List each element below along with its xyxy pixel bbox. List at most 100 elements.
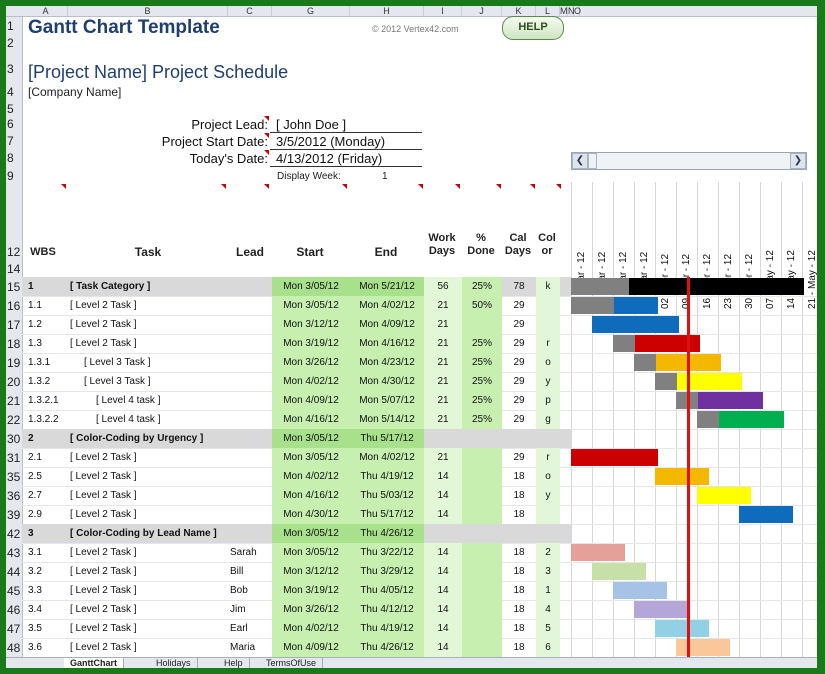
- task-bar[interactable]: [592, 316, 679, 333]
- row-header[interactable]: 14: [7, 262, 21, 276]
- table-row[interactable]: 3.3 [ Level 2 Task ] Bob Mon 3/19/12 Thu 4/0…: [22, 581, 817, 600]
- end-cell[interactable]: Mon 4/02/12: [350, 448, 424, 467]
- table-row[interactable]: 3 [ Color-Coding by Lead Name ] Mon 3/05/1…: [22, 524, 817, 543]
- color-cell[interactable]: [536, 505, 560, 524]
- cal-days-cell[interactable]: 18: [513, 509, 525, 520]
- task-cell[interactable]: [ Level 2 Task ]: [70, 547, 137, 558]
- pct-done-cell[interactable]: 25%: [462, 391, 502, 410]
- end-cell[interactable]: Thu 4/12/12: [350, 600, 424, 619]
- column-header[interactable]: C: [228, 6, 272, 16]
- cal-days-cell[interactable]: 29: [513, 414, 525, 425]
- cal-days-cell[interactable]: [502, 524, 536, 543]
- task-cell[interactable]: [ Level 2 Task ]: [70, 604, 137, 615]
- work-days-cell[interactable]: 14: [424, 467, 462, 486]
- task-bar[interactable]: [697, 392, 763, 409]
- task-bar[interactable]: [629, 278, 805, 295]
- pct-done-cell[interactable]: [462, 467, 502, 486]
- cal-days-cell[interactable]: 18: [513, 604, 525, 615]
- column-header[interactable]: G: [272, 6, 350, 16]
- color-cell[interactable]: r: [536, 334, 560, 353]
- end-cell[interactable]: Thu 3/29/12: [350, 562, 424, 581]
- wbs-cell[interactable]: 2.5: [28, 471, 42, 482]
- end-cell[interactable]: Mon 4/09/12: [350, 315, 424, 334]
- table-row[interactable]: 1.1 [ Level 2 Task ] Mon 3/05/12 Mon 4/02/1…: [22, 296, 817, 315]
- task-cell[interactable]: [ Level 2 Task ]: [70, 566, 137, 577]
- task-bar[interactable]: [655, 620, 709, 637]
- project-start-value[interactable]: 3/5/2012 (Monday): [270, 134, 422, 150]
- wbs-cell[interactable]: 1.3.2.2: [28, 414, 59, 425]
- task-bar[interactable]: [676, 639, 730, 656]
- sheet-tab[interactable]: Holidays: [150, 658, 198, 668]
- cal-days-cell[interactable]: 18: [513, 490, 525, 501]
- work-days-cell[interactable]: 14: [424, 638, 462, 657]
- cal-days-cell[interactable]: 29: [513, 338, 525, 349]
- task-bar[interactable]: [655, 468, 709, 485]
- cal-days-cell[interactable]: 29: [513, 452, 525, 463]
- end-cell[interactable]: Thu 4/26/12: [350, 524, 424, 543]
- cal-days-cell[interactable]: 29: [513, 357, 525, 368]
- lead-cell[interactable]: [230, 334, 276, 353]
- cal-days-cell[interactable]: 18: [513, 471, 525, 482]
- wbs-cell[interactable]: 1: [28, 281, 34, 292]
- task-bar[interactable]: [634, 601, 688, 618]
- todays-date-value[interactable]: 4/13/2012 (Friday): [270, 151, 422, 167]
- color-cell[interactable]: o: [536, 353, 560, 372]
- task-bar[interactable]: [614, 297, 658, 314]
- color-cell[interactable]: 5: [536, 619, 560, 638]
- start-cell[interactable]: Mon 3/05/12: [272, 429, 350, 448]
- wbs-cell[interactable]: 3.6: [28, 642, 42, 653]
- task-cell[interactable]: [ Color-Coding by Lead Name ]: [70, 528, 217, 539]
- task-bar[interactable]: [571, 449, 658, 466]
- table-row[interactable]: 1.3.2.2 [ Level 4 task ] Mon 4/16/12 Mon 5/…: [22, 410, 817, 429]
- row-header[interactable]: 5: [7, 102, 14, 116]
- row-header[interactable]: 18: [7, 337, 21, 351]
- pct-done-cell[interactable]: 50%: [462, 296, 502, 315]
- color-cell[interactable]: [536, 429, 560, 448]
- row-header[interactable]: 12: [7, 245, 21, 259]
- table-row[interactable]: 1.3.1 [ Level 3 Task ] Mon 3/26/12 Mon 4/23…: [22, 353, 817, 372]
- work-days-cell[interactable]: 21: [424, 391, 462, 410]
- task-cell[interactable]: [ Level 2 Task ]: [70, 471, 137, 482]
- pct-done-cell[interactable]: [462, 315, 502, 334]
- row-header[interactable]: 3: [7, 62, 14, 76]
- lead-cell[interactable]: [230, 353, 276, 372]
- column-header[interactable]: N: [568, 6, 575, 16]
- work-days-cell[interactable]: [424, 524, 462, 543]
- table-row[interactable]: 3.4 [ Level 2 Task ] Jim Mon 3/26/12 Thu 4/1…: [22, 600, 817, 619]
- column-header[interactable]: B: [68, 6, 228, 16]
- pct-done-cell[interactable]: 25%: [462, 277, 502, 296]
- row-header[interactable]: 39: [7, 508, 21, 522]
- pct-done-cell[interactable]: 25%: [462, 334, 502, 353]
- column-header[interactable]: J: [462, 6, 502, 16]
- task-cell[interactable]: [ Level 2 Task ]: [70, 490, 137, 501]
- wbs-cell[interactable]: 1.3.1: [28, 357, 51, 368]
- pct-done-cell[interactable]: [462, 562, 502, 581]
- work-days-cell[interactable]: 21: [424, 410, 462, 429]
- pct-done-cell[interactable]: [462, 505, 502, 524]
- work-days-cell[interactable]: 14: [424, 600, 462, 619]
- column-header[interactable]: O: [574, 6, 582, 16]
- work-days-cell[interactable]: 21: [424, 372, 462, 391]
- sheet-tab[interactable]: GanttChart: [64, 658, 124, 668]
- cal-days-cell[interactable]: 18: [513, 585, 525, 596]
- row-header[interactable]: 31: [7, 451, 21, 465]
- table-row[interactable]: 2.7 [ Level 2 Task ] Mon 4/16/12 Thu 5/03/1…: [22, 486, 817, 505]
- pct-done-cell[interactable]: 25%: [462, 410, 502, 429]
- row-header[interactable]: 15: [7, 280, 21, 294]
- work-days-cell[interactable]: 21: [424, 296, 462, 315]
- end-cell[interactable]: Mon 4/30/12: [350, 372, 424, 391]
- task-cell[interactable]: [ Level 4 task ]: [96, 395, 161, 406]
- row-header[interactable]: 44: [7, 565, 21, 579]
- row-header[interactable]: 20: [7, 375, 21, 389]
- end-cell[interactable]: Thu 4/19/12: [350, 467, 424, 486]
- table-row[interactable]: 1.2 [ Level 2 Task ] Mon 3/12/12 Mon 4/09/1…: [22, 315, 817, 334]
- wbs-cell[interactable]: 3.3: [28, 585, 42, 596]
- work-days-cell[interactable]: 56: [424, 277, 462, 296]
- end-cell[interactable]: Mon 4/23/12: [350, 353, 424, 372]
- start-cell[interactable]: Mon 3/26/12: [272, 353, 350, 372]
- row-header[interactable]: 19: [7, 356, 21, 370]
- pct-done-cell[interactable]: [462, 429, 502, 448]
- color-cell[interactable]: o: [536, 467, 560, 486]
- column-header[interactable]: M: [560, 6, 568, 16]
- sheet-tab[interactable]: TermsOfUse: [260, 658, 324, 668]
